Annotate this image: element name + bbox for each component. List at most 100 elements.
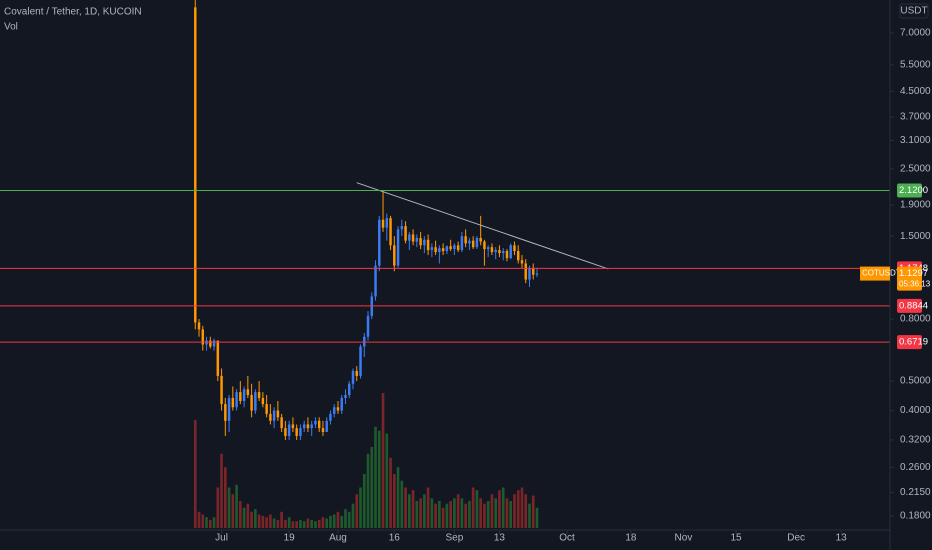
y-tick-label: 0.3200 <box>900 435 931 446</box>
candle-body <box>351 370 355 384</box>
candle-body <box>209 340 212 347</box>
x-tick-label: Oct <box>559 533 575 544</box>
candle-body <box>381 219 385 228</box>
volume-bar <box>468 501 471 528</box>
candle-body <box>363 336 366 347</box>
volume-bar <box>535 507 539 528</box>
y-tick-label: 5.5000 <box>900 59 931 70</box>
candle-body <box>276 410 280 418</box>
candle-body <box>456 245 460 251</box>
volume-bar <box>329 515 332 528</box>
volume-bar <box>528 503 531 528</box>
volume-bar <box>381 393 385 528</box>
candle-body <box>441 248 445 252</box>
candle-body <box>287 424 291 436</box>
volume-bar <box>212 517 216 528</box>
candle-body <box>329 413 332 421</box>
volume-bar <box>276 519 280 528</box>
volume-bar <box>362 474 366 528</box>
y-tick-label: 0.2150 <box>900 487 931 498</box>
candle-body <box>490 247 494 253</box>
volume-bar <box>408 494 411 528</box>
candle-body <box>216 340 220 376</box>
volume-bar <box>483 503 486 528</box>
candle-body <box>460 236 464 251</box>
volume-bar <box>250 511 253 528</box>
volume-bar <box>509 501 513 528</box>
candle-body <box>430 247 434 251</box>
candle-body <box>486 247 490 250</box>
volume-bar <box>370 447 374 528</box>
volume-label: Vol <box>4 22 18 33</box>
volume-bar <box>479 498 482 528</box>
volume-bar <box>242 507 246 528</box>
volume-bar <box>302 521 306 528</box>
volume-bar <box>280 511 283 528</box>
volume-bar <box>359 487 362 528</box>
volume-bar <box>201 514 205 528</box>
candle-body <box>332 407 336 414</box>
volume-bar <box>471 487 475 528</box>
candle-body <box>284 428 287 436</box>
volume-bar <box>490 494 494 528</box>
volume-bar <box>419 498 422 528</box>
candle-body <box>340 397 343 411</box>
volume-bar <box>344 509 347 528</box>
last-price-tag <box>897 266 922 291</box>
volume-bar <box>475 490 479 528</box>
volume-bar <box>325 518 329 528</box>
candle-body <box>254 392 257 411</box>
volume-bar <box>531 495 535 528</box>
candle-body <box>396 229 400 266</box>
x-tick-label: Dec <box>787 533 805 544</box>
level-tag <box>897 298 922 313</box>
candle-body <box>483 241 486 250</box>
candle-body <box>438 248 441 253</box>
candle-body <box>393 245 396 266</box>
candle-body <box>265 404 268 414</box>
volume-bar <box>295 521 298 528</box>
candle-body <box>404 226 407 241</box>
volume-bar <box>261 515 265 528</box>
candle-body <box>295 428 298 436</box>
volume-bar <box>216 487 220 528</box>
level-label: 0.6719 <box>899 337 928 348</box>
candle-body <box>501 251 505 254</box>
axes: 7.0000 5.5000 4.5000 3.7000 3.1000 2.5000 1.90… <box>215 28 931 544</box>
x-tick-label: 13 <box>494 533 506 544</box>
currency-box <box>899 3 929 19</box>
volume-bar <box>299 519 302 528</box>
candle-body <box>257 392 261 398</box>
volume-bar <box>254 509 257 528</box>
y-tick-label: 0.5000 <box>900 376 931 387</box>
trendline <box>356 182 609 270</box>
volume-bar <box>193 420 197 528</box>
x-tick-label: Aug <box>329 533 347 544</box>
candle-body <box>261 397 265 405</box>
volume-bar <box>332 514 336 528</box>
candle-body <box>453 245 456 250</box>
volume-bar <box>306 518 310 528</box>
candle-body <box>449 246 452 250</box>
volume-bar <box>411 490 415 528</box>
chart-title: Covalent / Tether, 1D, KUCOIN <box>4 7 142 18</box>
volume-bar <box>423 494 426 528</box>
candle-body <box>317 420 321 429</box>
candle-body <box>498 250 501 254</box>
x-tick-label: Jul <box>215 533 228 544</box>
candle-body <box>302 424 306 429</box>
candle-body <box>445 246 449 252</box>
volume-bar <box>310 519 314 528</box>
candle-body <box>246 389 250 395</box>
candle-body <box>516 251 520 261</box>
y-tick-label: 3.1000 <box>900 135 931 146</box>
candle-body <box>348 383 351 395</box>
candle-body <box>411 234 415 242</box>
volume-bar <box>434 503 437 528</box>
candle-body <box>336 407 340 411</box>
candle-body <box>423 239 426 246</box>
volume-bar <box>438 501 441 528</box>
y-tick-label: 0.4000 <box>900 405 931 416</box>
volume-bar <box>340 515 344 528</box>
candle-body <box>524 263 527 280</box>
